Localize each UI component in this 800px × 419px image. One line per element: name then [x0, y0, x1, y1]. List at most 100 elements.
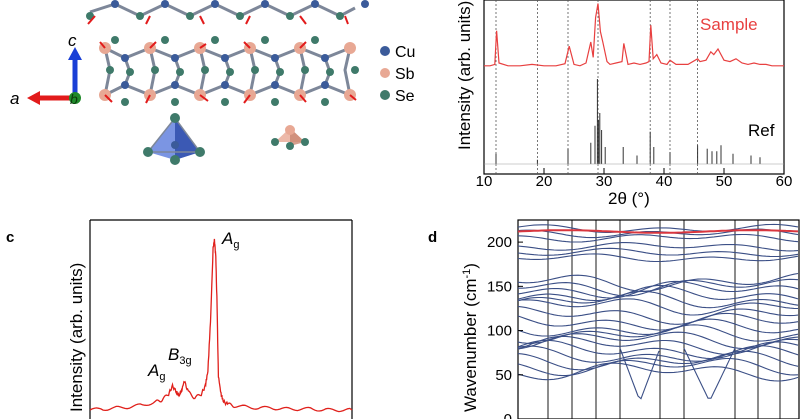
phonon-band	[517, 312, 799, 331]
phonon-band	[517, 223, 799, 233]
atom	[136, 12, 144, 20]
atom	[221, 54, 229, 62]
raman-y-axis-label: Intensity (arb. units)	[67, 263, 86, 412]
phonon-band	[517, 298, 799, 316]
phonon-band	[517, 339, 799, 360]
displacement-arrow	[243, 94, 251, 104]
atom	[226, 68, 234, 76]
phonon-band	[517, 233, 799, 243]
atom	[276, 68, 284, 76]
phonon-band	[517, 280, 799, 299]
phonon-y-ticks: 0 50 100 150 200	[487, 234, 523, 419]
panel-d-phonon-chart: d 0 50 100 150 200 Wavenumber (cm-1)	[428, 219, 800, 419]
xrd-tick-label: 40	[656, 173, 673, 190]
xrd-reference-guides	[495, 0, 698, 174]
atom	[236, 12, 244, 20]
phonon-band	[517, 290, 799, 309]
atom	[251, 66, 259, 74]
phonon-band	[517, 284, 799, 302]
atom	[221, 98, 229, 106]
phonon-tick-label: 0	[504, 411, 512, 419]
legend-cu-dot	[380, 46, 390, 56]
legend-sb-dot	[380, 68, 390, 78]
xrd-x-axis-label: 2θ (°)	[608, 189, 650, 208]
xrd-tick-label: 60	[776, 173, 793, 190]
phonon-bands	[517, 223, 799, 400]
panel-c-raman-chart: c Intensity (arb. units) Ag B3g Ag	[6, 219, 353, 419]
phonon-band	[517, 253, 799, 263]
displacement-arrow	[299, 41, 307, 49]
atom	[301, 66, 309, 74]
atom	[171, 81, 179, 89]
displacement-arrow	[104, 94, 113, 103]
atom-legend: Cu Sb Se	[380, 44, 415, 105]
panel-a-crystal-structure: c a b Cu Sb Se	[10, 0, 415, 165]
atom	[171, 98, 179, 106]
sb-pyramid	[271, 125, 309, 150]
displacement-arrow	[149, 41, 157, 49]
displacement-arrow	[99, 41, 106, 49]
atom	[261, 0, 269, 8]
atom	[176, 68, 184, 76]
phonon-acoustic-band	[683, 347, 736, 399]
displacement-arrow	[245, 15, 251, 25]
atom	[121, 98, 129, 106]
displacement-arrow	[199, 15, 205, 25]
atom	[261, 36, 269, 44]
atom	[121, 81, 129, 89]
xrd-plot-frame	[483, 0, 785, 175]
phonon-band	[518, 278, 799, 297]
atom	[211, 36, 219, 44]
phonon-band	[517, 357, 799, 377]
atom	[126, 68, 134, 76]
cu-tetrahedron	[143, 113, 205, 165]
xrd-x-ticks: 10 20 30 40 50 60	[476, 168, 793, 190]
xrd-tick-label: 20	[536, 173, 553, 190]
atom	[336, 12, 344, 20]
displacement-arrow	[199, 94, 209, 102]
xrd-sample-line	[484, 3, 784, 67]
phonon-tick-label: 50	[495, 367, 512, 384]
atom	[271, 98, 279, 106]
atom	[171, 54, 179, 62]
xrd-sample-label: Sample	[700, 15, 758, 34]
displacement-arrow	[299, 94, 307, 103]
atom	[161, 0, 169, 8]
xrd-sample-series	[484, 3, 784, 67]
displacement-arrow	[199, 43, 207, 49]
atom	[161, 36, 169, 44]
phonon-y-axis-label: Wavenumber (cm-1)	[461, 263, 480, 412]
xrd-y-axis-label: Intensity (arb. units)	[455, 1, 474, 150]
panel-d-tag: d	[428, 229, 437, 246]
displacement-arrow	[87, 15, 96, 25]
phonon-band	[517, 247, 799, 258]
atom	[311, 0, 319, 8]
legend-cu-label: Cu	[395, 44, 415, 61]
phonon-band	[517, 331, 799, 350]
phonon-band	[517, 272, 799, 292]
phonon-band	[517, 345, 799, 363]
phonon-acoustic-band	[619, 348, 660, 400]
raman-peak-ag-label: Ag	[147, 361, 165, 383]
atom	[344, 42, 356, 54]
axis-c-label: c	[68, 31, 77, 50]
xrd-reference-series	[484, 79, 784, 165]
atom	[201, 66, 209, 74]
atom	[106, 66, 114, 74]
atom	[121, 54, 129, 62]
atom	[321, 81, 329, 89]
axis-a-label: a	[10, 89, 19, 108]
displacement-arrow	[349, 94, 357, 101]
phonon-k-point-lines	[547, 220, 781, 419]
displacement-arrows	[87, 15, 357, 104]
phonon-band	[517, 242, 799, 252]
atom	[326, 68, 334, 76]
atom	[361, 0, 369, 8]
phonon-tick-label: 200	[487, 234, 512, 251]
phonon-band	[517, 350, 799, 371]
atom	[221, 81, 229, 89]
axis-b-label: b	[70, 91, 78, 107]
phonon-highlight-band	[517, 229, 799, 234]
phonon-band	[517, 362, 799, 382]
displacement-arrow	[145, 94, 151, 104]
